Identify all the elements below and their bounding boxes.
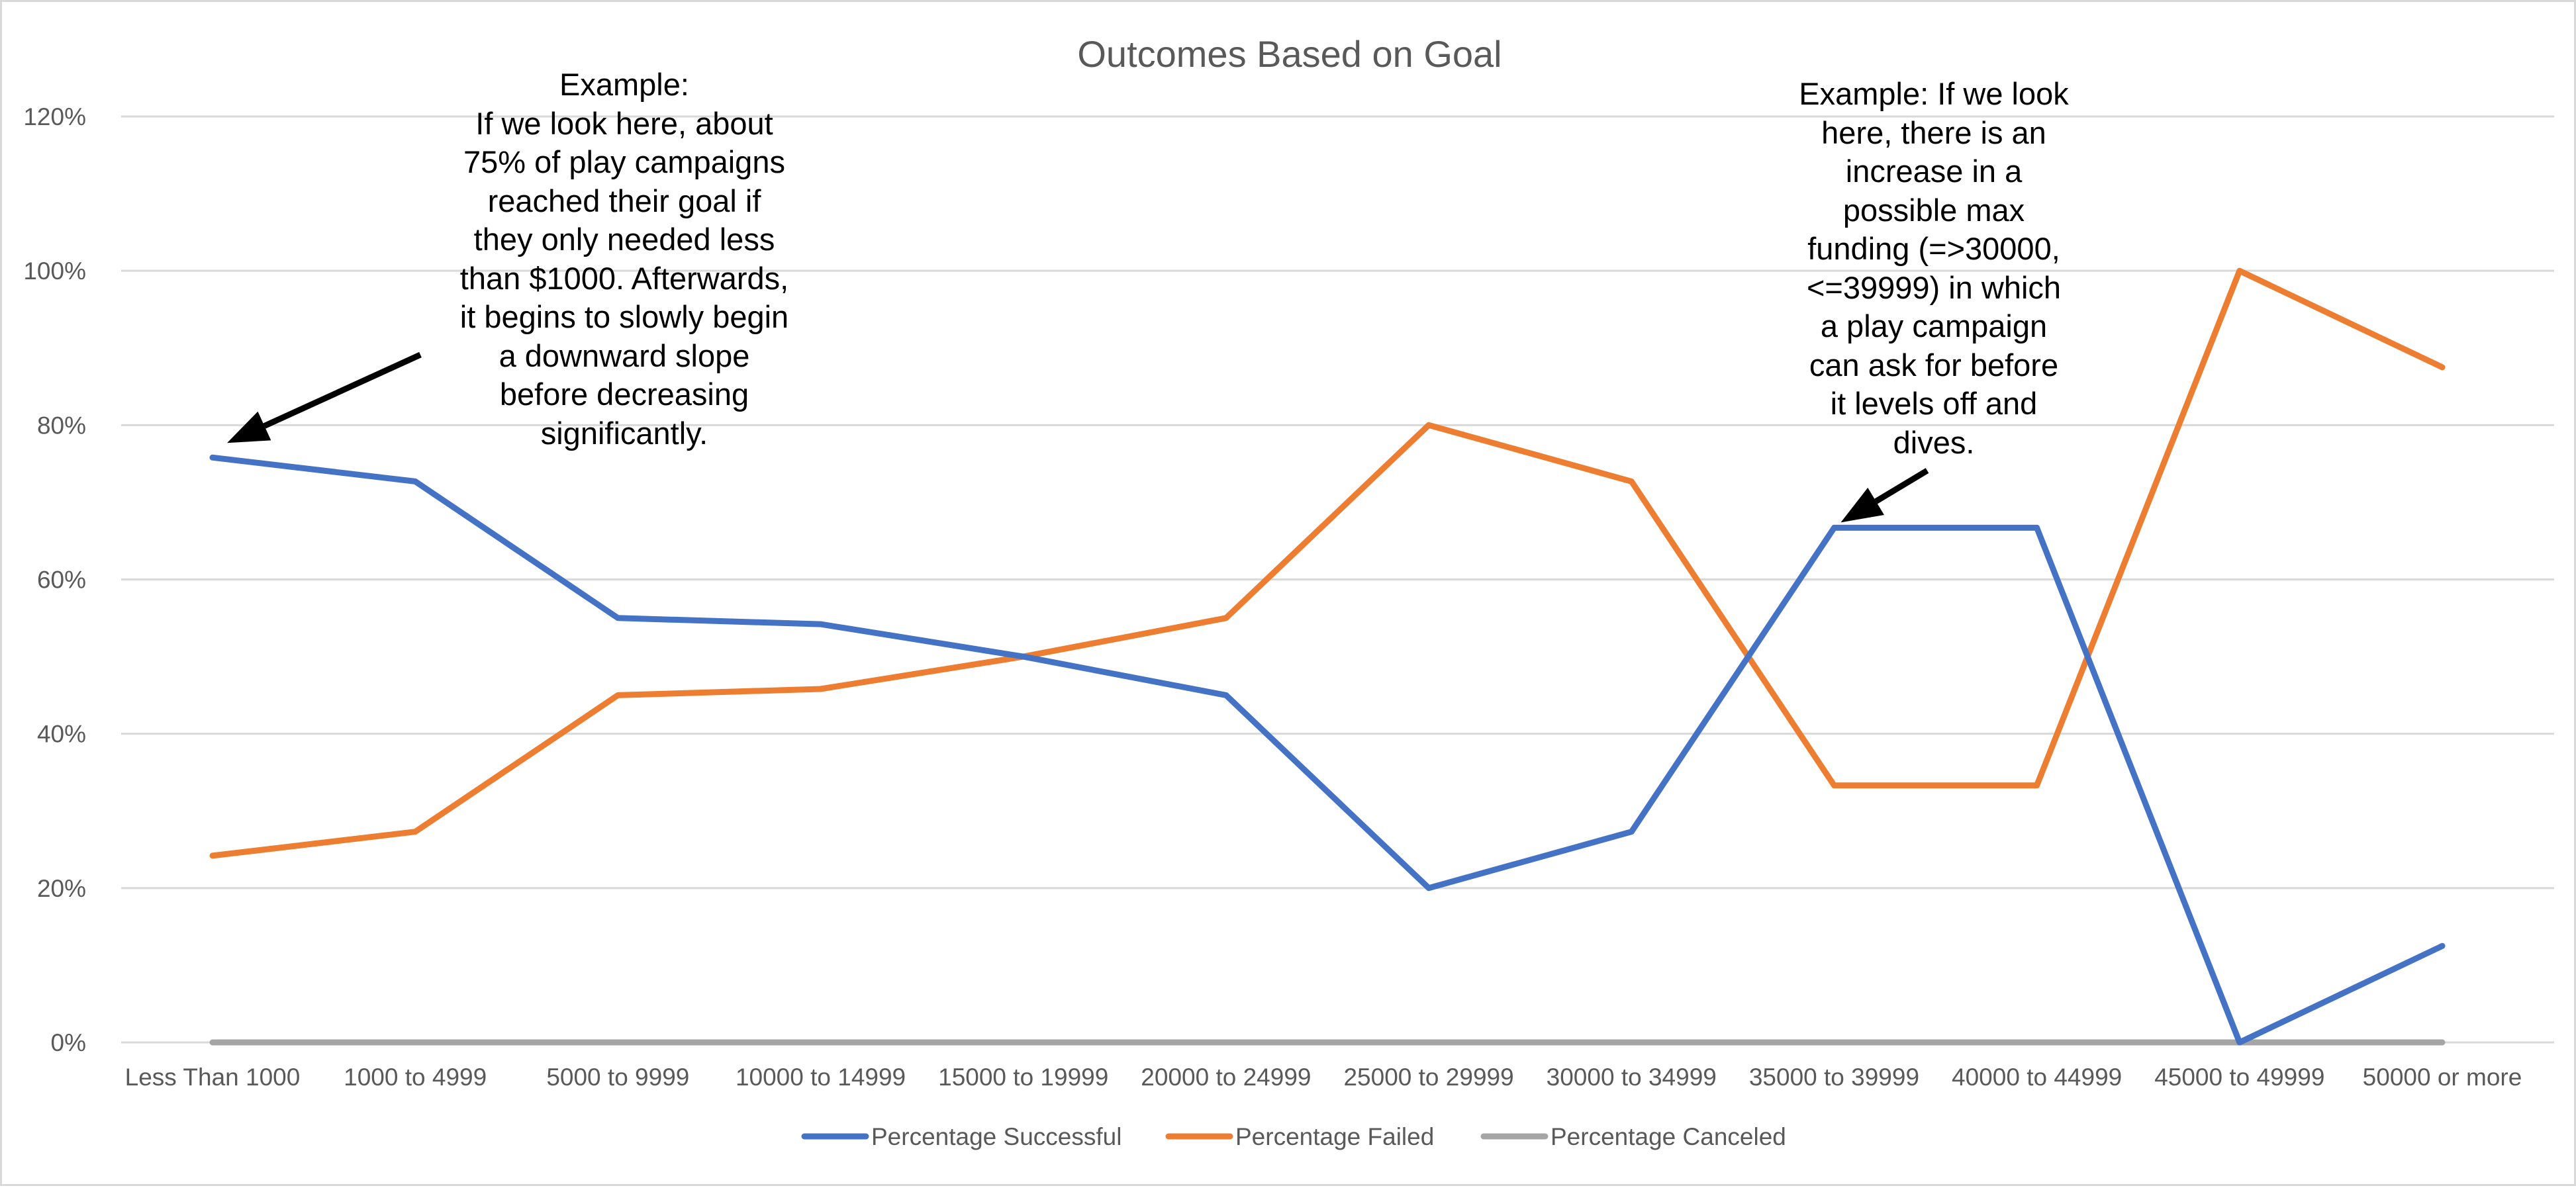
x-tick-label: 40000 to 44999	[1952, 1064, 2122, 1091]
x-tick-label: 30000 to 34999	[1547, 1064, 1717, 1091]
y-tick-label: 60%	[37, 567, 86, 594]
x-tick-label: 25000 to 29999	[1343, 1064, 1513, 1091]
x-tick-label: 5000 to 9999	[546, 1064, 689, 1091]
x-tick-label: 45000 to 49999	[2154, 1064, 2324, 1091]
y-tick-label: 100%	[23, 257, 86, 285]
annotation-arrow-right-head	[1840, 487, 1884, 523]
y-axis-tick-labels: 0% 20% 40% 60% 80% 100% 120%	[23, 103, 86, 1056]
annotation-text-left: Example: If we look here, about 75% of p…	[459, 67, 789, 451]
x-tick-label: 35000 to 39999	[1749, 1064, 1919, 1091]
y-tick-label: 80%	[37, 412, 86, 439]
annotation-text-right: Example: If we look here, there is an in…	[1799, 76, 2069, 460]
annotation-arrow-left-shaft	[263, 351, 422, 429]
annotation-arrows	[227, 351, 1929, 523]
x-tick-label: 10000 to 14999	[736, 1064, 906, 1091]
legend: Percentage Successful Percentage Failed Pe…	[801, 1123, 1786, 1150]
y-tick-label: 120%	[23, 103, 86, 130]
chart-title: Outcomes Based on Goal	[1077, 33, 1502, 75]
x-tick-label: 50000 or more	[2363, 1064, 2522, 1091]
x-tick-label: 20000 to 24999	[1141, 1064, 1311, 1091]
x-tick-label: 1000 to 4999	[344, 1064, 487, 1091]
y-tick-label: 20%	[37, 875, 86, 902]
legend-label: Percentage Successful	[871, 1123, 1121, 1150]
series-line-percentage-successful	[209, 454, 2446, 1046]
series-line-percentage-failed	[209, 267, 2446, 859]
x-tick-label: Less Than 1000	[125, 1064, 301, 1091]
annotation-arrow-left-head	[227, 411, 271, 443]
y-tick-label: 0%	[51, 1029, 86, 1056]
series-lines	[209, 267, 2446, 1046]
annotation-arrow-right-shaft	[1874, 468, 1929, 504]
legend-label: Percentage Failed	[1235, 1123, 1434, 1150]
legend-label: Percentage Canceled	[1550, 1123, 1786, 1150]
y-tick-label: 40%	[37, 721, 86, 748]
x-tick-label: 15000 to 19999	[938, 1064, 1108, 1091]
x-axis-tick-labels: Less Than 1000 1000 to 4999 5000 to 9999 10…	[125, 1064, 2522, 1091]
